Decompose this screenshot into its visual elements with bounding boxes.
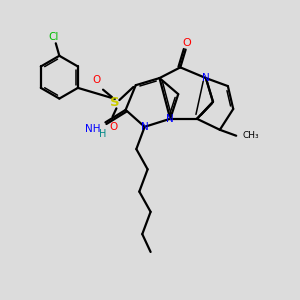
Text: S: S (110, 96, 120, 109)
Text: O: O (182, 38, 190, 48)
Text: N: N (202, 73, 210, 83)
Text: N: N (141, 122, 148, 132)
Text: Cl: Cl (49, 32, 59, 42)
Text: O: O (92, 75, 101, 85)
Text: NH: NH (85, 124, 100, 134)
Text: CH₃: CH₃ (243, 130, 260, 140)
Text: N: N (166, 114, 174, 124)
Text: O: O (109, 122, 118, 132)
Text: H: H (99, 129, 106, 139)
